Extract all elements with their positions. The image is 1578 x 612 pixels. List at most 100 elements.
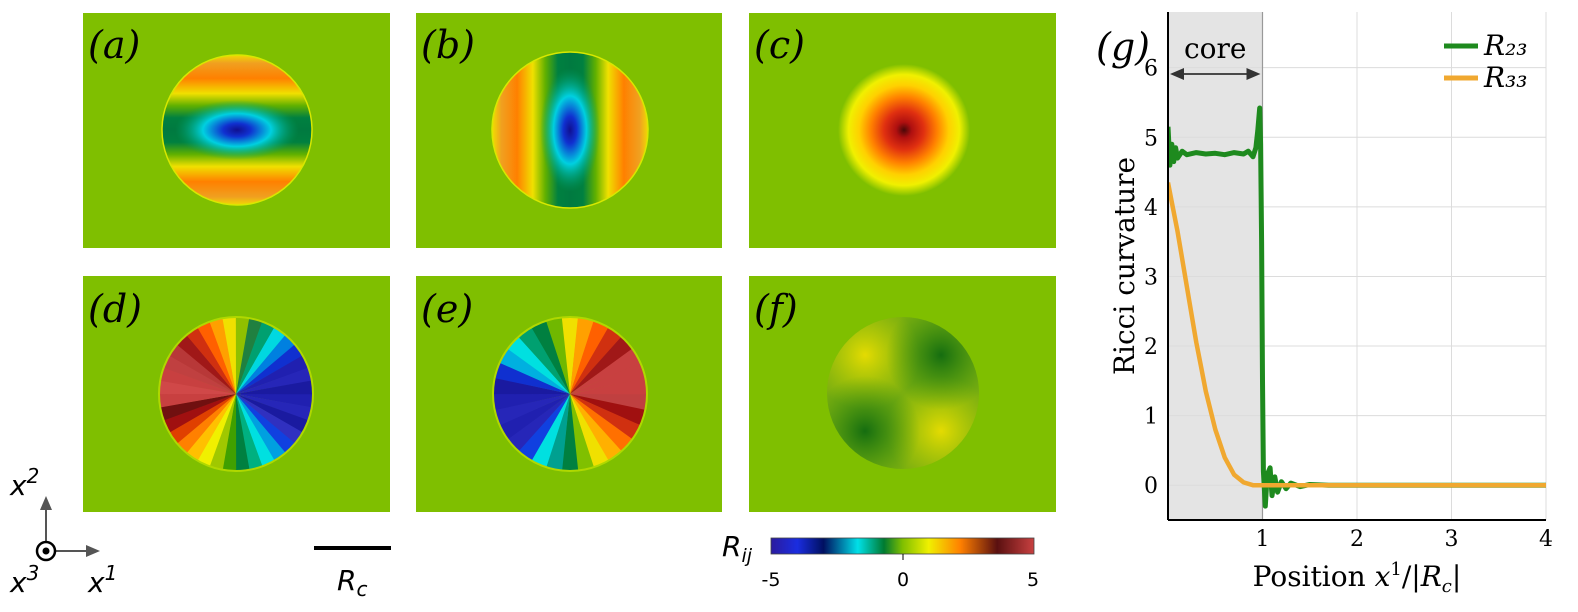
colorbar-label: Rij xyxy=(722,530,753,567)
panel-e: (e) xyxy=(416,276,722,512)
x-tick-label: 4 xyxy=(1539,527,1553,552)
pattern-wedge xyxy=(561,317,579,394)
x-tick-label: 1 xyxy=(1256,527,1270,552)
pattern-wedge xyxy=(197,394,236,467)
pattern-wedge xyxy=(236,394,286,461)
pattern-wedge xyxy=(570,377,647,395)
colorbar-tick-zero: 0 xyxy=(897,569,909,591)
panel-label-e: (e) xyxy=(421,287,473,331)
pattern-wedge xyxy=(160,367,236,394)
x3-label: x3 xyxy=(9,561,39,599)
pattern-wedge xyxy=(236,394,309,433)
pattern-wedge xyxy=(197,321,236,394)
pattern-wedge xyxy=(176,334,236,394)
pattern-wedge xyxy=(507,394,570,452)
pattern-wedge xyxy=(222,317,237,394)
pattern-wedge xyxy=(236,334,296,394)
chart-series xyxy=(1168,105,1546,509)
panel-b: (b) xyxy=(416,13,722,248)
panel-label-d: (d) xyxy=(88,287,142,331)
pattern-wedge xyxy=(159,393,236,408)
panel-f: (f) xyxy=(749,276,1056,512)
pattern-wedge xyxy=(492,393,570,411)
pattern-wedge xyxy=(570,317,595,394)
core-arrow-head-right xyxy=(1246,68,1261,80)
colorbar: Rij -5 0 5 xyxy=(722,530,1039,591)
pattern-wedge xyxy=(209,394,236,470)
x2-label: x2 xyxy=(9,464,39,502)
pattern-wedge xyxy=(236,394,303,444)
pattern-wedge xyxy=(236,344,303,394)
pattern-wedge xyxy=(561,394,579,471)
pattern-wedge xyxy=(236,380,313,395)
y-tick-label: 6 xyxy=(1144,57,1158,82)
scale-bar: Rc xyxy=(314,546,391,601)
pattern-wedge xyxy=(169,344,236,394)
pattern-wedge xyxy=(236,394,275,467)
panel-c: (c) xyxy=(749,13,1056,248)
core-label: core xyxy=(1184,32,1247,65)
y-tick-label: 4 xyxy=(1144,196,1158,221)
pattern-wedge xyxy=(570,362,646,394)
legend-label: R₃₃ xyxy=(1483,61,1528,94)
pattern-wedge xyxy=(160,394,236,421)
pattern-wedge xyxy=(236,327,286,394)
coordinate-axes-indicator: x2 x3 x1 xyxy=(9,464,117,599)
panel-label-a: (a) xyxy=(88,23,140,67)
y-axis-label: Ricci curvature xyxy=(1108,157,1141,375)
y-tick-label: 2 xyxy=(1144,335,1158,360)
pattern-wedge xyxy=(209,318,236,394)
pattern-wedge xyxy=(499,394,570,440)
pattern-wedge xyxy=(507,336,570,394)
y-tick-label: 1 xyxy=(1144,405,1158,430)
pattern-wedge xyxy=(236,394,312,421)
pattern-wedge xyxy=(163,394,236,433)
x1-label: x1 xyxy=(87,561,117,599)
pattern-wedge xyxy=(570,336,633,394)
pattern-wedge xyxy=(499,348,570,394)
pattern-wedge xyxy=(176,394,236,454)
y-tick-label: 0 xyxy=(1144,474,1158,499)
pattern-wedge xyxy=(494,362,570,394)
pattern-wedge xyxy=(570,394,609,468)
pattern-wedge xyxy=(570,327,622,394)
panel-label-b: (b) xyxy=(421,23,475,67)
panel-a: (a) xyxy=(83,13,390,248)
panel-e-pattern xyxy=(492,317,647,471)
pattern-wedge xyxy=(518,327,570,394)
pattern-wedge xyxy=(186,394,236,461)
pattern-wedge xyxy=(169,394,236,444)
chart-g: core 1 2 3 4 0 1 2 3 4 5 6 (g) Ricci curvature Pos… xyxy=(1096,12,1553,597)
pattern-wedge xyxy=(570,394,622,461)
pattern-wedge xyxy=(545,394,570,471)
pattern-wedge xyxy=(518,394,570,461)
pattern-wedge xyxy=(570,394,633,452)
pattern-wedge xyxy=(570,394,641,440)
pattern-wedge xyxy=(236,355,309,394)
legend-label: R₂₃ xyxy=(1483,29,1528,62)
y-tick-label: 3 xyxy=(1144,265,1158,290)
colorbar-tick-max: 5 xyxy=(1027,569,1039,591)
scale-bar-label: Rc xyxy=(337,564,367,601)
pattern-wedge xyxy=(570,394,646,426)
pattern-wedge xyxy=(236,394,296,454)
pattern-wedge xyxy=(235,394,250,471)
pattern-wedge xyxy=(236,367,312,394)
pattern-wedge xyxy=(186,327,236,394)
x-axis-label: Position x1/|Rc| xyxy=(1253,559,1462,597)
colorbar-tick-min: -5 xyxy=(762,569,781,591)
core-arrow-head-left xyxy=(1170,68,1184,80)
pattern-wedge xyxy=(531,320,570,394)
series-line-r33 xyxy=(1168,182,1546,488)
panel-d-pattern xyxy=(159,317,313,471)
panel-label-f: (f) xyxy=(754,287,798,331)
x-tick-label: 2 xyxy=(1350,527,1364,552)
pattern-wedge xyxy=(570,348,641,394)
pattern-wedge xyxy=(236,318,263,394)
chart-axes xyxy=(1167,12,1546,521)
panel-label-g: (g) xyxy=(1096,25,1150,69)
pattern-wedge xyxy=(494,394,570,426)
pattern-wedge xyxy=(570,320,609,394)
pattern-wedge xyxy=(531,394,570,468)
